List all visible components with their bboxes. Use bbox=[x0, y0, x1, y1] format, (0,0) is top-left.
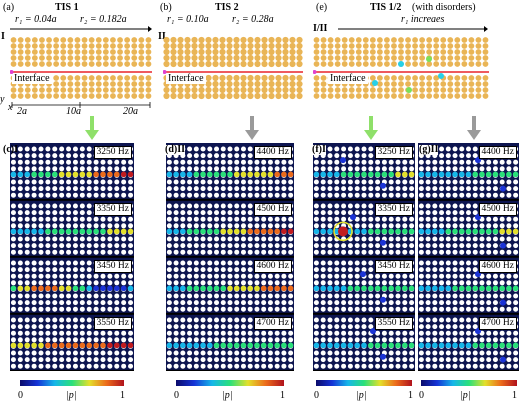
axis-tick-10a: 10a bbox=[66, 106, 81, 117]
frequency-label: 4500 Hz bbox=[253, 203, 292, 216]
colorbar-gradient-c bbox=[20, 380, 124, 386]
panel-label-b: (b) bbox=[160, 2, 172, 13]
direction-arrow-e bbox=[338, 26, 488, 32]
lattice-b bbox=[163, 36, 303, 100]
interface-label-b: Interface bbox=[166, 73, 206, 84]
r2-label-b: r₂ = 0.28a bbox=[232, 14, 274, 25]
side-label-e: I/II bbox=[313, 23, 328, 34]
axis-y-letter: y bbox=[0, 94, 5, 105]
colorbar-gradient-d bbox=[176, 380, 284, 386]
colorbar-label-f: |p| bbox=[356, 390, 367, 401]
axis-tick-2a: 2a bbox=[17, 106, 27, 117]
panel-title-suffix-e: (with disorders) bbox=[412, 2, 476, 13]
down-arrow-e-right bbox=[467, 116, 481, 140]
colorbar-min-c: 0 bbox=[18, 390, 23, 401]
frequency-label: 3250 Hz bbox=[93, 146, 132, 159]
colorbar-label-c: |p| bbox=[66, 390, 77, 401]
panel-title-a: TIS 1 bbox=[55, 2, 79, 13]
panel-label-g: (g)II bbox=[419, 144, 439, 155]
direction-arrow-a bbox=[10, 26, 152, 32]
field-map-f bbox=[313, 143, 415, 371]
frequency-label: 4700 Hz bbox=[478, 317, 517, 330]
colorbar-max-g: 1 bbox=[512, 390, 517, 401]
field-map-c bbox=[10, 143, 134, 371]
colorbar-min-f: 0 bbox=[314, 390, 319, 401]
field-map-g bbox=[418, 143, 519, 371]
field-map-d bbox=[166, 143, 294, 371]
frequency-label: 3250 Hz bbox=[374, 146, 413, 159]
frequency-label: 4400 Hz bbox=[253, 146, 292, 159]
r1-label-b: r₁ = 0.10a bbox=[167, 14, 209, 25]
axis-tick-20a: 20a bbox=[123, 106, 138, 117]
lattice-a bbox=[10, 37, 152, 99]
frequency-label: 4400 Hz bbox=[478, 146, 517, 159]
side-label-b: II bbox=[158, 31, 166, 42]
frequency-label: 4600 Hz bbox=[253, 260, 292, 273]
frequency-label: 3350 Hz bbox=[93, 203, 132, 216]
axis-x-letter: x bbox=[8, 102, 13, 113]
frequency-label: 3550 Hz bbox=[374, 317, 413, 330]
frequency-label: 3450 Hz bbox=[374, 260, 413, 273]
colorbar-max-c: 1 bbox=[120, 390, 125, 401]
panel-label-a: (a) bbox=[3, 2, 15, 13]
colorbar-label-g: |p| bbox=[460, 390, 471, 401]
r-caption-e: r₁ increaes bbox=[401, 14, 445, 25]
down-arrow-e-left bbox=[364, 116, 378, 140]
interface-label-e: Interface bbox=[328, 73, 368, 84]
colorbar-label-d: |p| bbox=[222, 390, 233, 401]
down-arrow-b bbox=[245, 116, 259, 140]
r2-label-a: r₂ = 0.182a bbox=[80, 14, 127, 25]
panel-label-c: (c)I bbox=[3, 144, 19, 155]
frequency-label: 3350 Hz bbox=[374, 203, 413, 216]
panel-label-e: (e) bbox=[316, 2, 328, 13]
panel-label-d: (d)II bbox=[165, 144, 186, 155]
frequency-label: 4500 Hz bbox=[478, 203, 517, 216]
colorbar-min-d: 0 bbox=[174, 390, 179, 401]
colorbar-gradient-g bbox=[421, 380, 517, 386]
interface-label-a: Interface bbox=[12, 73, 52, 84]
frequency-label: 3550 Hz bbox=[93, 317, 132, 330]
down-arrow-a bbox=[85, 116, 99, 140]
panel-label-f: (f)I bbox=[312, 144, 326, 155]
colorbar-gradient-f bbox=[316, 380, 412, 386]
colorbar-max-d: 1 bbox=[280, 390, 285, 401]
panel-title-b: TIS 2 bbox=[215, 2, 239, 13]
r1-label-a: r₁ = 0.04a bbox=[15, 14, 57, 25]
panel-title-e: TIS 1/2 bbox=[370, 2, 402, 13]
colorbar-max-f: 1 bbox=[408, 390, 413, 401]
frequency-label: 3450 Hz bbox=[93, 260, 132, 273]
axis-bar bbox=[11, 102, 151, 108]
lattice-e bbox=[313, 37, 489, 99]
frequency-label: 4700 Hz bbox=[253, 317, 292, 330]
frequency-label: 4600 Hz bbox=[478, 260, 517, 273]
side-label-a: I bbox=[1, 31, 5, 42]
colorbar-min-g: 0 bbox=[419, 390, 424, 401]
